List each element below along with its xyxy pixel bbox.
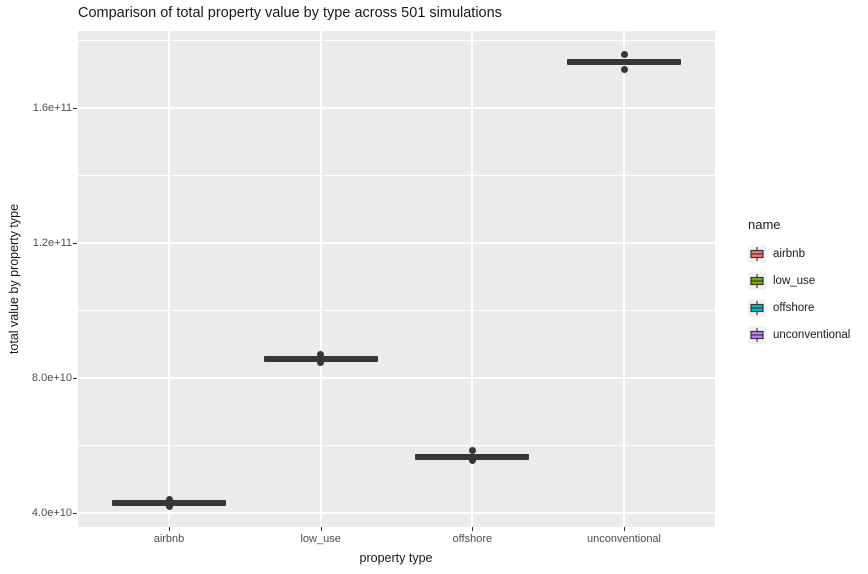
gridline-major [168,31,170,527]
x-tick-label: unconventional [586,533,662,545]
x-tick-label: low_use [300,533,341,545]
y-tick-label: 8.0e+10 [31,371,72,384]
legend-key-boxplot-icon [748,298,766,317]
y-tick-mark [73,512,77,514]
outlier-dot-unconventional [620,66,628,74]
boxplot-offshore [415,453,530,460]
legend-item: airbnb [748,240,850,267]
gridline-major [78,511,715,514]
x-tick-mark [624,527,625,531]
gridline-major [471,31,474,527]
x-tick-mark [472,527,474,531]
y-tick-mark [73,242,77,244]
gridline-major [78,106,715,109]
x-axis-title: property type [359,551,433,565]
legend-title: name [748,217,781,232]
x-tick-mark [169,527,170,531]
legend-key-boxplot-icon [748,271,766,290]
y-tick-mark [73,107,77,109]
gridline-major [78,241,715,244]
legend-label: low_use [773,274,816,287]
outlier-dot-low_use [317,350,325,358]
y-tick-label: 4.0e+10 [31,506,72,519]
legend-item: unconventional [748,321,850,348]
y-axis-title: total value by property type [7,203,21,355]
gridline-minor [78,39,715,41]
x-tick-label: airbnb [153,533,185,545]
outlier-dot-unconventional [620,51,628,59]
plot-panel [78,31,715,527]
y-tick-label: 1.6e+11 [32,101,72,114]
gridline-major [78,376,715,379]
outlier-dot-airbnb [165,503,173,511]
outlier-dot-offshore [468,447,476,455]
gridline-major [319,31,322,527]
outlier-dot-offshore [468,457,476,465]
legend-key-boxplot-icon [748,244,766,263]
gridline-minor [78,174,715,176]
legend-label: airbnb [773,247,805,260]
legend-item: offshore [748,294,850,321]
legend-item: low_use [748,267,850,294]
chart-title: Comparison of total property value by ty… [78,5,502,21]
gridline-major [623,31,625,527]
outlier-dot-airbnb [165,496,173,504]
x-tick-label: offshore [452,533,493,545]
legend-label: offshore [773,301,815,314]
legend: name airbnb low_use offshore unconventional [748,217,850,348]
gridline-minor [78,309,715,311]
gridline-minor [78,444,715,446]
y-tick-label: 1.2e+11 [32,236,72,249]
legend-items: airbnb low_use offshore unconventional [748,240,850,348]
legend-key-boxplot-icon [748,325,766,344]
x-tick-mark [320,527,322,531]
y-tick-mark [73,377,77,379]
outlier-dot-low_use [317,358,325,366]
legend-label: unconventional [773,328,851,341]
boxplot-unconventional [567,59,681,65]
